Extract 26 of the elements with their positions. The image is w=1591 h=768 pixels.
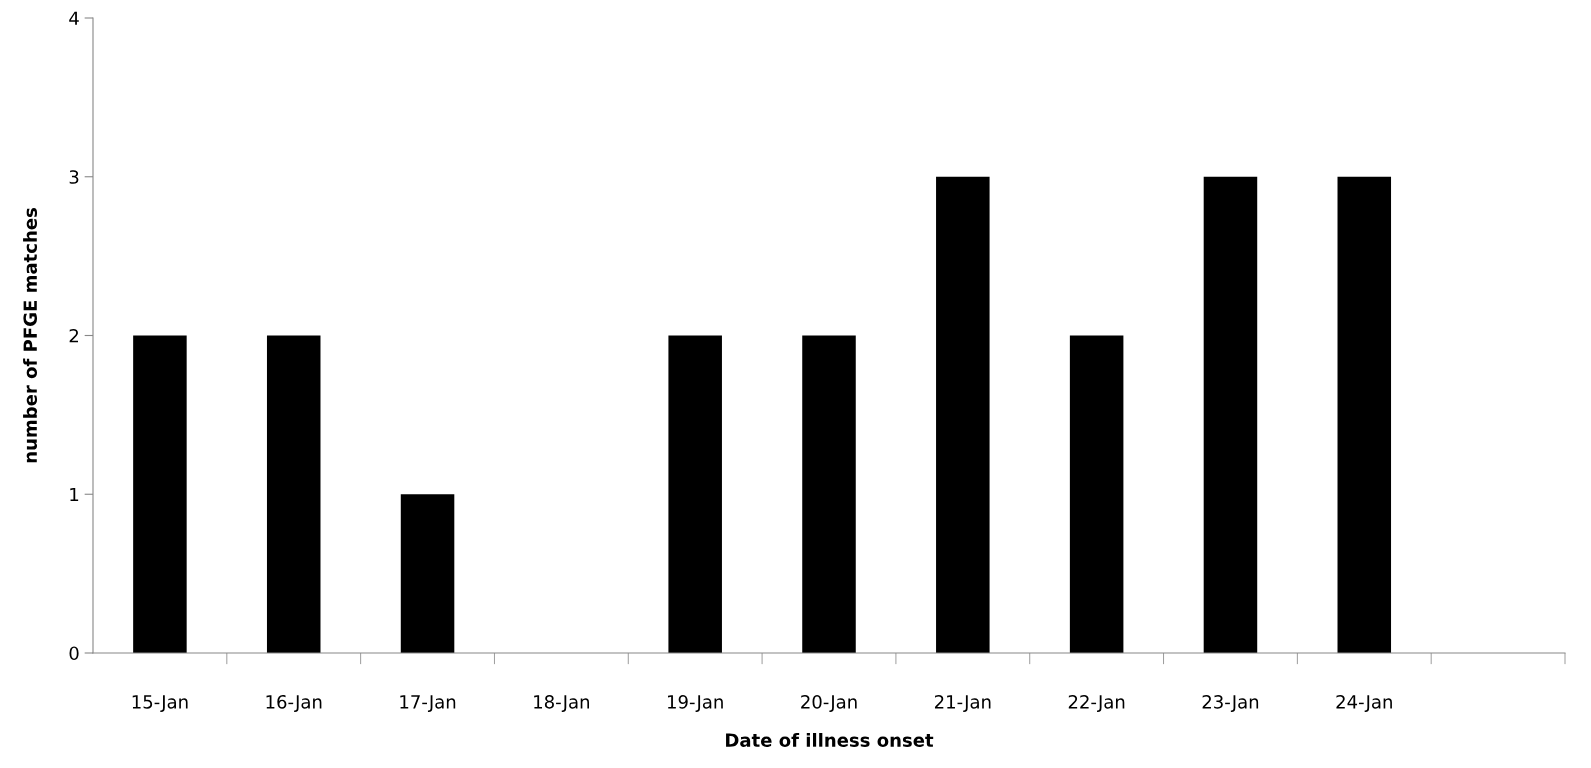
- bar: [400, 494, 455, 653]
- y-tick-label: 2: [69, 328, 78, 343]
- x-tick-label: 21-Jan: [934, 694, 991, 712]
- y-tick-label: 3: [69, 170, 79, 184]
- x-tick-label: 17-Jan: [400, 695, 456, 712]
- bar: [1069, 335, 1124, 653]
- x-tick-label: 16-Jan: [266, 694, 322, 712]
- x-tick-label: 18-Jan: [534, 694, 589, 712]
- bar: [266, 335, 321, 653]
- bar: [668, 335, 722, 653]
- bar: [1337, 176, 1392, 653]
- y-tick-label: 0: [69, 646, 79, 661]
- x-tick-label: 22-Jan: [1068, 694, 1125, 712]
- x-tick-label: 23-Jan: [1202, 694, 1259, 712]
- bar: [936, 176, 990, 653]
- bar: [133, 335, 187, 653]
- bar: [802, 335, 856, 653]
- x-tick-label: 24-Jan: [1336, 694, 1392, 712]
- x-tick-label: 19-Jan: [668, 694, 723, 712]
- y-tick-label: 4: [69, 11, 79, 25]
- x-tick-label: 20-Jan: [801, 694, 857, 712]
- y-axis-title: number of PFGE matches: [23, 208, 38, 463]
- x-tick-label: 15-Jan: [132, 695, 188, 712]
- bar: [1203, 176, 1258, 653]
- y-tick-label: 1: [70, 487, 79, 502]
- x-axis-title: Date of illness onset: [726, 732, 934, 747]
